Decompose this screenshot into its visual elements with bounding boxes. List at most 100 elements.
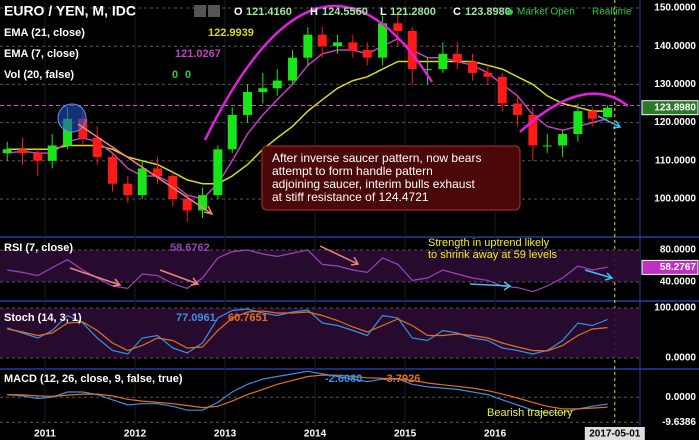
indicator-band [0,250,640,282]
status-dot [507,9,513,15]
symbol: EURO / YEN, M, IDC [4,3,136,19]
date-label-box [584,427,645,440]
y-tick-label: 100.0000 [654,303,696,314]
candle-body [303,34,313,58]
macd-annotation: Bearish trajectory [487,407,573,419]
candle-body [123,183,133,196]
vol-value: 0 [172,69,178,81]
y-tick-label: 110.0000 [655,155,697,166]
candle-body [137,168,147,196]
candle-body [528,114,538,146]
feed: Realtime [592,7,632,18]
candle-body [587,111,597,119]
rsi-label: RSI (7, close) [4,242,73,254]
x-tick-label: 2015 [394,429,417,440]
annotation: attempt to form handle pattern [272,164,433,178]
series-line [7,370,608,414]
annotation: adjoining saucer, interim bulls exhaust [272,177,475,191]
candle-body [483,72,493,77]
ema21-value: 122.9939 [208,27,254,39]
marks [2,11,613,414]
candle-body [393,23,403,31]
arrow [77,123,214,216]
l-value: 121.2800 [390,6,436,18]
ema7-label: EMA (7, close) [4,48,79,60]
indicator-band [0,308,640,358]
blue-arrows [469,115,622,291]
x-tick-label: 2014 [304,429,327,440]
candle-body [468,61,478,73]
y-tick-label: 40.0000 [660,277,697,288]
candle-body [258,88,268,93]
macd-value: -2.6080 [325,373,362,385]
candle-body [317,34,327,47]
rsi-annotation: to shrink away at 59 levels [428,249,558,261]
x-tick-label: 2017-05-01 [589,429,641,440]
candle-body [423,69,433,71]
candle-body [182,198,192,211]
icon [208,5,220,17]
stoch-k: 77.0961 [176,312,216,324]
macd-label: MACD (12, 26, close, 9, false, true) [4,373,183,385]
highlight-circle [57,103,87,133]
candle-body [603,107,613,118]
candle-body [243,92,253,115]
candle-body [407,30,417,70]
candle-body [108,156,118,184]
series-line [7,310,608,352]
candle-body [288,57,298,81]
last-value-label: 58.2767 [660,262,697,273]
candle-body [558,134,568,146]
saucer-arc [203,4,434,141]
toolbar-icons [194,5,220,17]
vol-value: 0 [185,69,191,81]
arrow [597,115,622,129]
stoch-label: Stoch (14, 3, 1) [4,312,82,324]
y-tick-label: 140.0000 [654,41,696,52]
y-tick-label: 80.0000 [660,245,697,256]
x-tick-label: 2011 [34,429,56,440]
arrow [469,281,512,291]
h-key: H [310,6,318,18]
handle-arc [519,92,629,133]
annotation: After inverse saucer pattern, now bears [272,151,481,165]
candle-body [348,42,358,51]
stoch-d: 60.7651 [228,312,268,324]
y-tick-label: -9.6386 [662,417,696,428]
candle-body [2,149,12,154]
vol-label: Vol (20, false) [4,69,74,81]
last-value-box [641,100,699,116]
candle-body [47,145,57,161]
candle-body [272,80,282,89]
y-tick-label: 0.0000 [665,353,696,364]
trend-arrows [69,123,360,287]
candle-body [497,76,507,104]
series-line [7,60,608,185]
rsi-annotation: Strength in uptrend likely [428,237,550,249]
o-key: O [234,6,243,18]
x-tick-label: 2012 [124,429,147,440]
ema21-label: EMA (21, close) [4,27,85,39]
candle-body [573,111,583,135]
last-value-box [641,259,699,275]
candle-body [33,153,43,161]
candle-body [213,149,223,196]
arrow [159,269,200,286]
y-tick-label: 0.0000 [665,392,696,403]
y-tick-label: 130.0000 [654,79,696,90]
candle-body [542,145,552,147]
y-tick-label: 100.0000 [654,194,696,205]
o-value: 121.4160 [246,6,292,18]
candle-body [18,149,28,154]
x-tick-label: 2016 [484,429,507,440]
annotation: at stiff resistance of 124.4721 [272,190,429,204]
candle-body [78,118,88,138]
arrow [69,267,122,287]
candle-body [153,168,163,177]
candle-body [92,137,102,157]
arrow [584,269,614,281]
last-value-label: 123.8980 [654,102,696,113]
candle-body [63,118,73,146]
candle-body [438,53,448,70]
